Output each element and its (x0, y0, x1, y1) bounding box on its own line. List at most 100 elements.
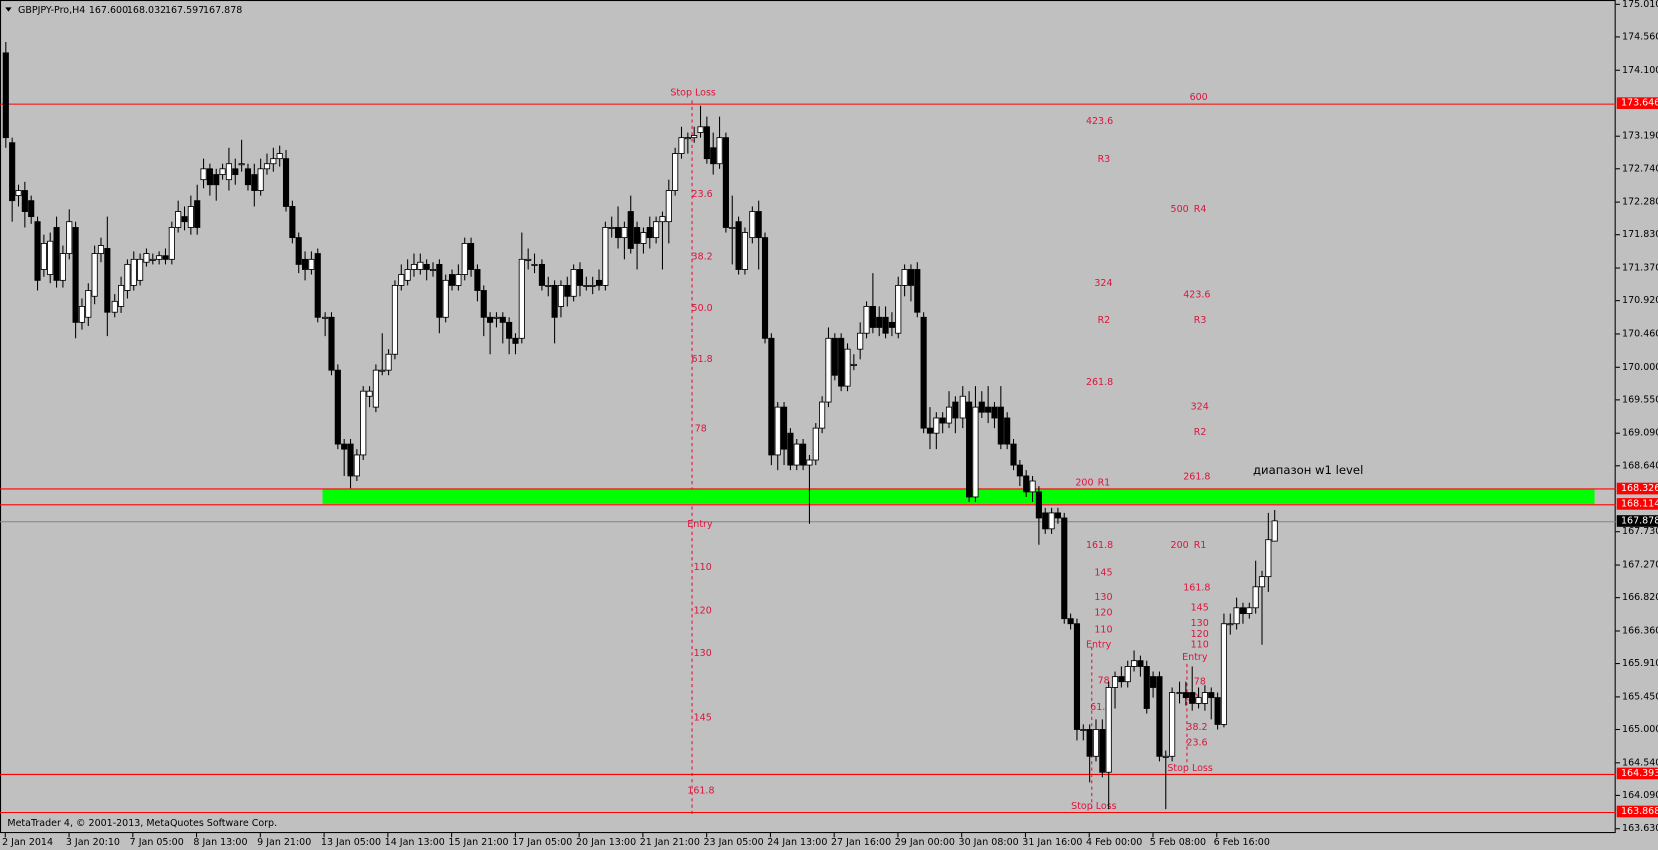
candle-body (691, 135, 698, 139)
x-tick-label: 31 Jan 16:00 (1022, 837, 1082, 848)
candle-body (118, 284, 125, 307)
candle-body (85, 290, 92, 318)
header-value: 167.600 (89, 5, 128, 16)
fib-label: R3 (1194, 315, 1207, 326)
candle-body (15, 190, 22, 197)
candle-body (525, 258, 532, 261)
candle-body (1258, 576, 1266, 588)
candle-body (206, 168, 213, 186)
candle-body (301, 258, 309, 270)
candle-body (72, 227, 79, 323)
candle-body (175, 211, 182, 228)
x-tick-label: 29 Jan 00:00 (895, 837, 955, 848)
candle-body (225, 163, 232, 181)
candle-body (1227, 623, 1234, 626)
candle-body (966, 401, 973, 498)
x-tick-label: 13 Jan 05:00 (321, 837, 381, 848)
candles (2, 42, 1278, 810)
candle-body (1048, 512, 1055, 530)
x-tick-label: 14 Jan 13:00 (385, 837, 445, 848)
fib-label: 161.8 (1086, 540, 1113, 551)
symbol: GBPJPY-Pro,H4 (18, 5, 85, 16)
candle-body (143, 253, 150, 263)
fib-label: Entry (1086, 639, 1112, 650)
candle-body (130, 258, 137, 286)
candle-body (1010, 443, 1017, 466)
candle-body (1189, 692, 1196, 704)
candle-body (768, 337, 775, 456)
level-label: 163.868 (1621, 806, 1658, 817)
candle-body (53, 227, 60, 281)
x-tick-label: 7 Jan 05:00 (130, 837, 184, 848)
candle-body (800, 443, 807, 466)
candle-body (684, 137, 691, 140)
candle-body (697, 126, 704, 133)
candle-body (66, 221, 73, 254)
header-value: 167.597 (165, 5, 204, 16)
candle-body (436, 263, 443, 318)
candle-body (838, 337, 845, 387)
level-box (1616, 498, 1658, 510)
fib-label: 161.8 (687, 785, 714, 796)
fib-label: 120 (1191, 629, 1209, 640)
candle-body (1004, 417, 1011, 445)
candle-body (608, 227, 615, 229)
candle-body (997, 406, 1004, 445)
candle-body (347, 443, 354, 477)
level-box (1616, 515, 1658, 527)
candle-body (1092, 729, 1100, 757)
candle-body (774, 406, 781, 456)
candle-body (244, 168, 252, 186)
candle-body (372, 369, 379, 408)
candle-body (423, 263, 430, 270)
y-tick-label: 164.540 (1622, 757, 1658, 768)
y-tick-label: 174.560 (1622, 31, 1658, 42)
fib-label: 130 (1191, 618, 1209, 629)
x-tick-label: 20 Jan 13:00 (576, 837, 636, 848)
level-box (1616, 482, 1658, 495)
fib-label: 110 (1191, 639, 1209, 650)
candle-body (461, 242, 468, 275)
candle-body (518, 258, 525, 339)
candle-body (882, 316, 889, 334)
candle-body (1239, 607, 1247, 615)
fib-label: 161.8 (1183, 582, 1210, 593)
fib-label: 423.6 (1183, 289, 1210, 300)
candle-body (1169, 692, 1176, 757)
fib-label: 61.8 (692, 354, 713, 365)
y-tick-label: 170.000 (1622, 362, 1658, 373)
candle-body (985, 406, 992, 413)
y-tick-label: 168.640 (1622, 460, 1658, 471)
candle-body (659, 216, 666, 223)
candle-body (755, 211, 762, 239)
candle-body (589, 284, 596, 287)
candle-body (398, 274, 405, 286)
candle-body (448, 274, 456, 286)
candle-body (506, 321, 513, 339)
y-tick-label: 166.360 (1622, 625, 1658, 636)
candle-body (1061, 517, 1068, 620)
candle-body (28, 200, 35, 218)
candle-body (1233, 607, 1240, 625)
candle-body (219, 168, 226, 176)
y-tick-label: 171.830 (1622, 229, 1658, 240)
candle-body (137, 258, 144, 281)
candle-body (9, 142, 16, 202)
candle-body (621, 227, 628, 239)
candle-body (40, 242, 47, 270)
menu-arrow (5, 7, 12, 12)
candle-body (761, 237, 769, 339)
fib-label: 38.2 (692, 251, 713, 262)
candle-body (627, 211, 634, 249)
candle-body (410, 263, 418, 270)
candle-body (1137, 660, 1144, 667)
candle-body (576, 269, 584, 286)
candle-body (379, 369, 386, 372)
candle-body (876, 316, 883, 328)
y-tick-label: 175.010 (1622, 0, 1658, 10)
candle-body (1150, 676, 1157, 688)
candle-body (404, 269, 411, 281)
level-label: 173.646 (1621, 98, 1658, 109)
candle-body (888, 321, 895, 328)
candle-body (920, 316, 927, 429)
